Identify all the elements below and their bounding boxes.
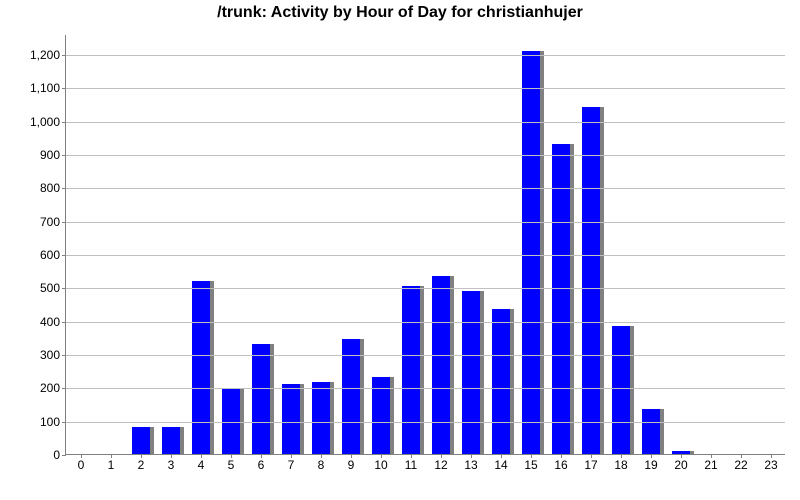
x-tick-label: 8	[318, 458, 325, 472]
gridline	[66, 288, 785, 289]
chart-title: /trunk: Activity by Hour of Day for chri…	[0, 4, 800, 22]
y-tick-mark	[62, 188, 66, 189]
x-tick-label: 22	[734, 458, 747, 472]
y-tick-label: 500	[40, 281, 60, 295]
x-tick-label: 20	[674, 458, 687, 472]
gridline	[66, 122, 785, 123]
x-tick-label: 1	[108, 458, 115, 472]
bar	[162, 427, 181, 454]
x-tick-label: 3	[168, 458, 175, 472]
y-tick-mark	[62, 388, 66, 389]
gridline	[66, 422, 785, 423]
activity-by-hour-chart: /trunk: Activity by Hour of Day for chri…	[0, 0, 800, 500]
x-tick-label: 6	[258, 458, 265, 472]
y-tick-mark	[62, 322, 66, 323]
plot-area: 01002003004005006007008009001,0001,1001,…	[65, 35, 785, 455]
x-tick-label: 11	[405, 458, 417, 472]
gridline	[66, 322, 785, 323]
x-tick-label: 4	[198, 458, 205, 472]
y-tick-label: 200	[40, 381, 60, 395]
y-tick-label: 100	[40, 415, 60, 429]
x-tick-label: 16	[554, 458, 567, 472]
bar	[582, 107, 601, 454]
y-tick-mark	[62, 288, 66, 289]
x-tick-label: 15	[524, 458, 537, 472]
bar	[552, 144, 571, 454]
gridline	[66, 388, 785, 389]
bar	[342, 339, 361, 454]
bar	[192, 281, 211, 454]
bar	[432, 276, 451, 454]
gridline	[66, 355, 785, 356]
bar	[612, 326, 631, 454]
y-tick-label: 1,100	[30, 81, 60, 95]
bar	[132, 427, 151, 454]
y-tick-mark	[62, 222, 66, 223]
y-tick-label: 800	[40, 181, 60, 195]
x-tick-label: 13	[464, 458, 477, 472]
x-tick-label: 0	[78, 458, 85, 472]
bar	[252, 344, 271, 454]
x-tick-label: 7	[288, 458, 295, 472]
y-tick-label: 1,000	[30, 115, 60, 129]
gridline	[66, 88, 785, 89]
x-tick-label: 23	[764, 458, 777, 472]
y-tick-mark	[62, 88, 66, 89]
bar	[402, 286, 421, 454]
bar	[462, 291, 481, 454]
x-tick-label: 12	[434, 458, 447, 472]
x-tick-label: 19	[644, 458, 657, 472]
x-tick-label: 17	[584, 458, 597, 472]
y-tick-mark	[62, 255, 66, 256]
bar	[642, 409, 661, 454]
y-tick-mark	[62, 55, 66, 56]
y-tick-mark	[62, 422, 66, 423]
y-tick-label: 600	[40, 248, 60, 262]
x-tick-label: 10	[374, 458, 387, 472]
y-tick-label: 300	[40, 348, 60, 362]
bar	[312, 382, 331, 454]
y-tick-mark	[62, 455, 66, 456]
gridline	[66, 55, 785, 56]
bars-layer	[66, 35, 785, 454]
y-tick-label: 0	[53, 448, 60, 462]
x-tick-label: 2	[138, 458, 145, 472]
y-tick-label: 700	[40, 215, 60, 229]
x-tick-label: 21	[704, 458, 717, 472]
y-tick-mark	[62, 155, 66, 156]
x-tick-label: 18	[614, 458, 627, 472]
gridline	[66, 155, 785, 156]
y-tick-mark	[62, 355, 66, 356]
y-tick-label: 400	[40, 315, 60, 329]
gridline	[66, 188, 785, 189]
bar	[522, 51, 541, 454]
x-tick-label: 14	[494, 458, 507, 472]
bar	[282, 384, 301, 454]
gridline	[66, 222, 785, 223]
y-tick-label: 1,200	[30, 48, 60, 62]
y-tick-label: 900	[40, 148, 60, 162]
x-tick-label: 5	[228, 458, 235, 472]
y-tick-mark	[62, 122, 66, 123]
gridline	[66, 255, 785, 256]
bar	[492, 309, 511, 454]
x-tick-label: 9	[348, 458, 355, 472]
